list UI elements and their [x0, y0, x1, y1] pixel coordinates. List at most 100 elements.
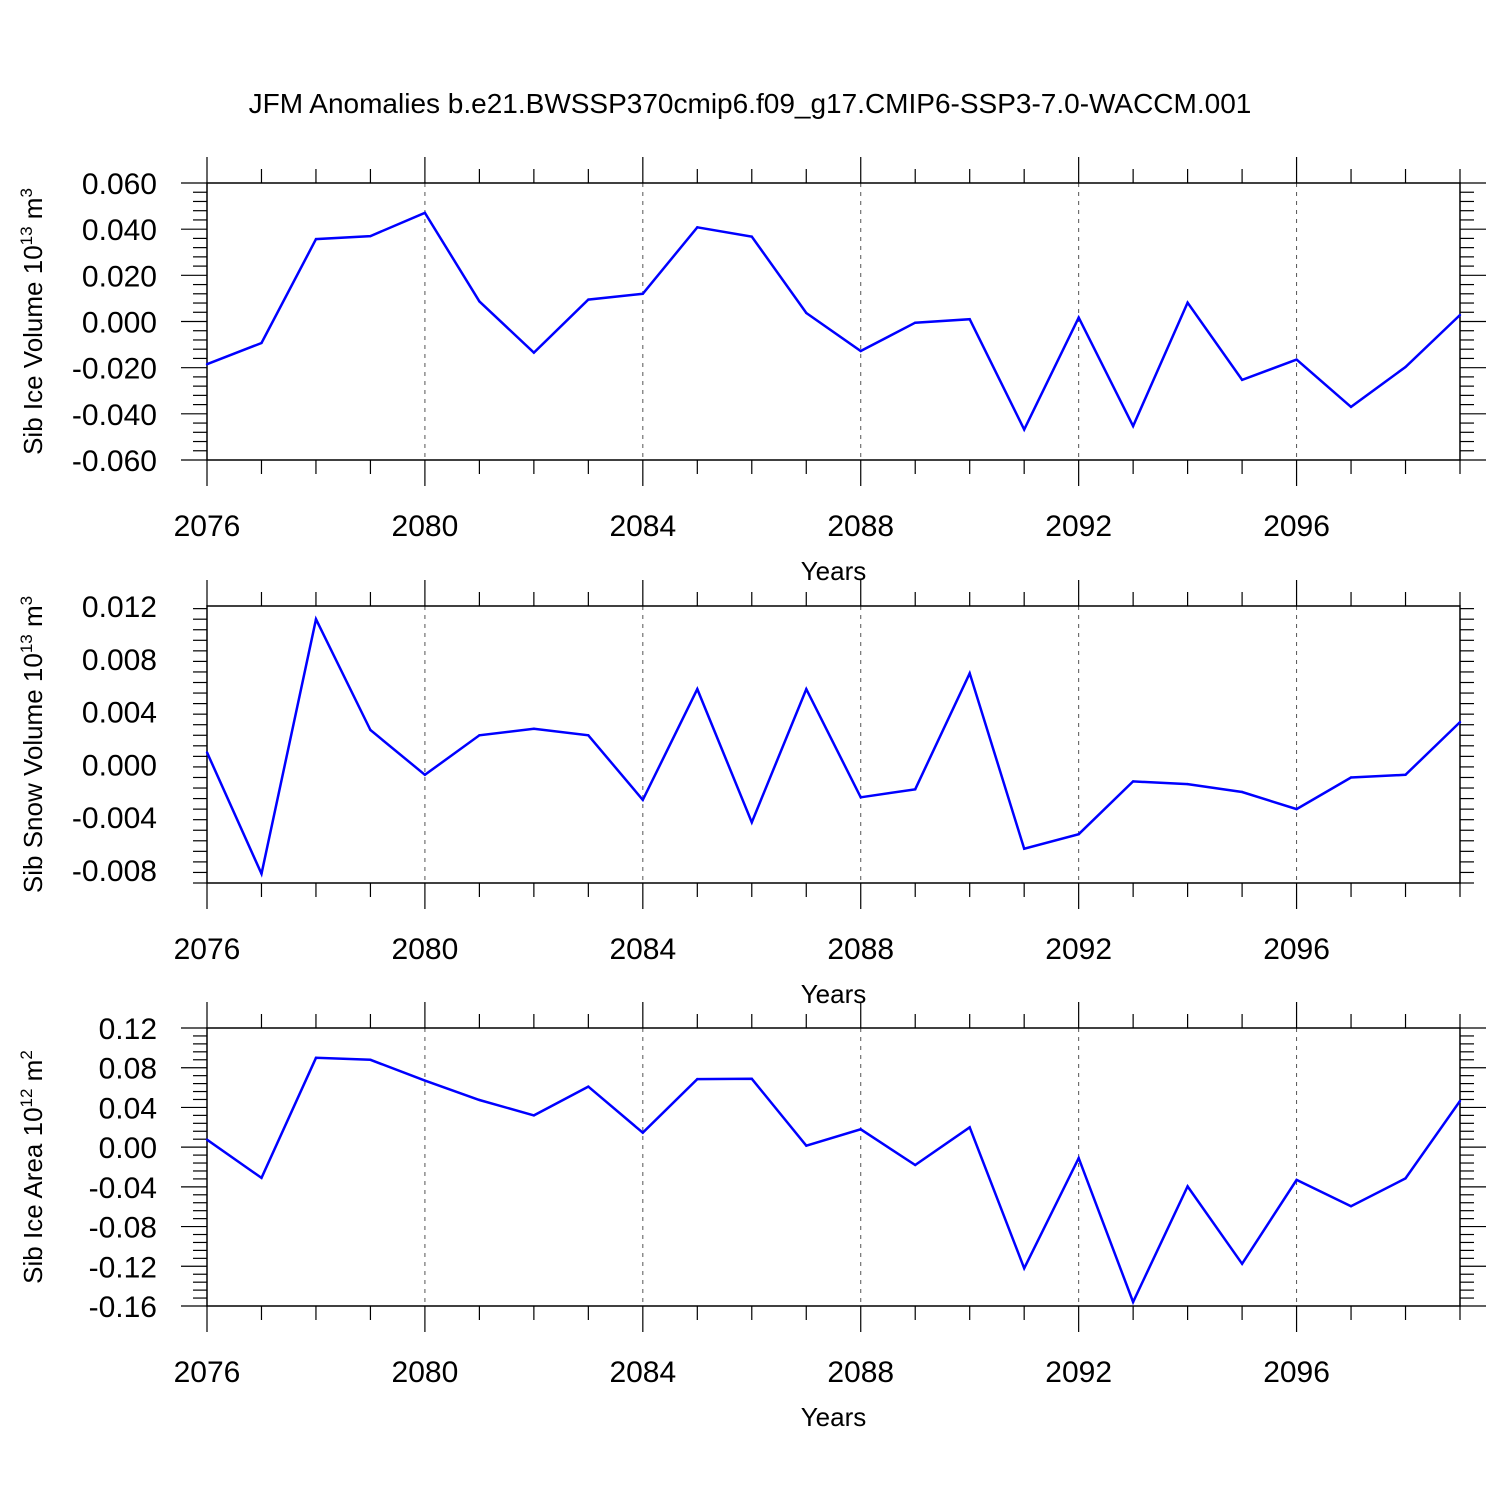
y-axis-title-main: Sib Ice Area 10 — [18, 1107, 48, 1283]
x-axis-title: Years — [801, 1402, 867, 1432]
data-point — [750, 1077, 753, 1081]
chart-title: JFM Anomalies b.e21.BWSSP370cmip6.f09_g1… — [248, 88, 1252, 119]
data-point — [641, 1131, 645, 1134]
data-point — [1295, 1178, 1298, 1182]
y-tick-label: -0.020 — [72, 353, 157, 386]
y-axis-title-unit: m — [18, 1060, 48, 1089]
data-point — [1458, 1099, 1462, 1103]
y-tick-label: -0.16 — [89, 1291, 157, 1324]
data-point — [696, 687, 699, 691]
data-point — [1022, 428, 1026, 431]
x-tick-label: 2088 — [827, 510, 894, 543]
data-point — [423, 211, 427, 214]
y-tick-label: 0.060 — [82, 168, 157, 201]
data-point — [750, 235, 753, 238]
data-point — [968, 317, 971, 321]
y-tick-label: 0.004 — [82, 697, 157, 730]
x-tick-label: 2088 — [827, 933, 894, 966]
y-axis-title-unit: m — [18, 198, 48, 227]
data-point — [805, 311, 808, 315]
y-tick-label: -0.060 — [72, 445, 157, 478]
x-tick-label: 2084 — [609, 510, 676, 543]
x-axis-title: Years — [801, 979, 867, 1009]
data-point — [1022, 1267, 1026, 1270]
y-axis-title-exponent: 13 — [17, 226, 36, 245]
y-axis-title-main: Sib Ice Volume 10 — [18, 245, 48, 455]
data-point — [1295, 358, 1298, 361]
data-point — [587, 298, 590, 301]
data-point — [1295, 807, 1298, 811]
y-tick-label: 0.000 — [82, 307, 157, 340]
data-point — [1458, 313, 1462, 317]
data-point — [1404, 1177, 1407, 1180]
panel-ice-volume: 2076 2080 2084 2088 2092 2096 -0.060 -0.040 -0.0… — [17, 157, 1486, 586]
data-point — [1186, 782, 1189, 786]
y-axis-title: Sib Snow Volume 1013 m3 — [17, 596, 48, 893]
x-tick-label: 2096 — [1263, 510, 1330, 543]
data-point — [1077, 832, 1080, 836]
data-point — [1240, 1262, 1244, 1266]
x-tick-label: 2084 — [609, 1356, 676, 1389]
data-point — [1404, 365, 1407, 369]
data-point — [1077, 316, 1080, 319]
data-point — [1349, 405, 1353, 409]
series-line — [206, 1056, 1462, 1306]
y-tick-label: 0.04 — [99, 1092, 157, 1125]
data-point — [641, 798, 645, 802]
x-tick-label: 2088 — [827, 1356, 894, 1389]
x-tick-label: 2092 — [1045, 510, 1112, 543]
data-point — [314, 617, 318, 621]
data-point — [1022, 847, 1026, 850]
y-axis-title: Sib Ice Volume 1013 m3 — [17, 188, 48, 455]
y-axis-title-exponent: 13 — [17, 634, 36, 653]
y-tick-label: 0.00 — [99, 1132, 157, 1165]
data-point — [641, 292, 645, 295]
x-tick-label: 2080 — [392, 510, 459, 543]
y-axis-title: Sib Ice Area 1012 m2 — [17, 1050, 48, 1284]
data-point — [260, 1176, 263, 1180]
data-point — [205, 751, 209, 754]
y-tick-label: -0.008 — [72, 855, 157, 888]
x-tick-label: 2084 — [609, 933, 676, 966]
x-axis-title: Years — [801, 556, 867, 586]
data-point — [859, 349, 862, 353]
data-point — [532, 1114, 536, 1117]
y-axis-title-unit-exponent: 3 — [17, 188, 36, 197]
data-point — [1404, 773, 1407, 777]
y-tick-label: 0.020 — [82, 260, 157, 293]
y-tick-label: 0.040 — [82, 214, 157, 247]
data-point — [478, 1098, 481, 1102]
data-point — [423, 1079, 427, 1082]
data-point — [1186, 1185, 1189, 1188]
data-point — [532, 727, 536, 730]
data-point — [914, 321, 917, 324]
data-point — [1186, 301, 1189, 304]
y-tick-label: 0.012 — [82, 591, 157, 624]
data-point — [423, 773, 427, 777]
series-line — [205, 615, 1461, 878]
y-tick-label: -0.08 — [89, 1212, 157, 1245]
y-tick-label: -0.004 — [72, 802, 157, 835]
series-line — [206, 211, 1461, 433]
data-point — [1131, 424, 1135, 428]
data-point — [1131, 1300, 1135, 1304]
x-tick-label: 2092 — [1045, 933, 1112, 966]
data-point — [968, 1126, 971, 1129]
x-tick-label: 2096 — [1263, 1356, 1330, 1389]
x-tick-label: 2092 — [1045, 1356, 1112, 1389]
plot-frame — [206, 605, 1461, 884]
data-point — [369, 1058, 372, 1061]
y-tick-label: 0.008 — [82, 644, 157, 677]
data-point — [478, 734, 481, 737]
data-point — [805, 687, 808, 691]
data-point — [968, 672, 971, 675]
data-point — [1131, 780, 1135, 783]
x-tick-label: 2076 — [174, 510, 241, 543]
data-point — [587, 1085, 590, 1088]
data-point — [914, 788, 917, 791]
data-point — [478, 300, 481, 303]
y-axis-title-unit: m — [18, 605, 48, 634]
data-point — [1240, 378, 1244, 382]
data-point — [369, 234, 372, 238]
